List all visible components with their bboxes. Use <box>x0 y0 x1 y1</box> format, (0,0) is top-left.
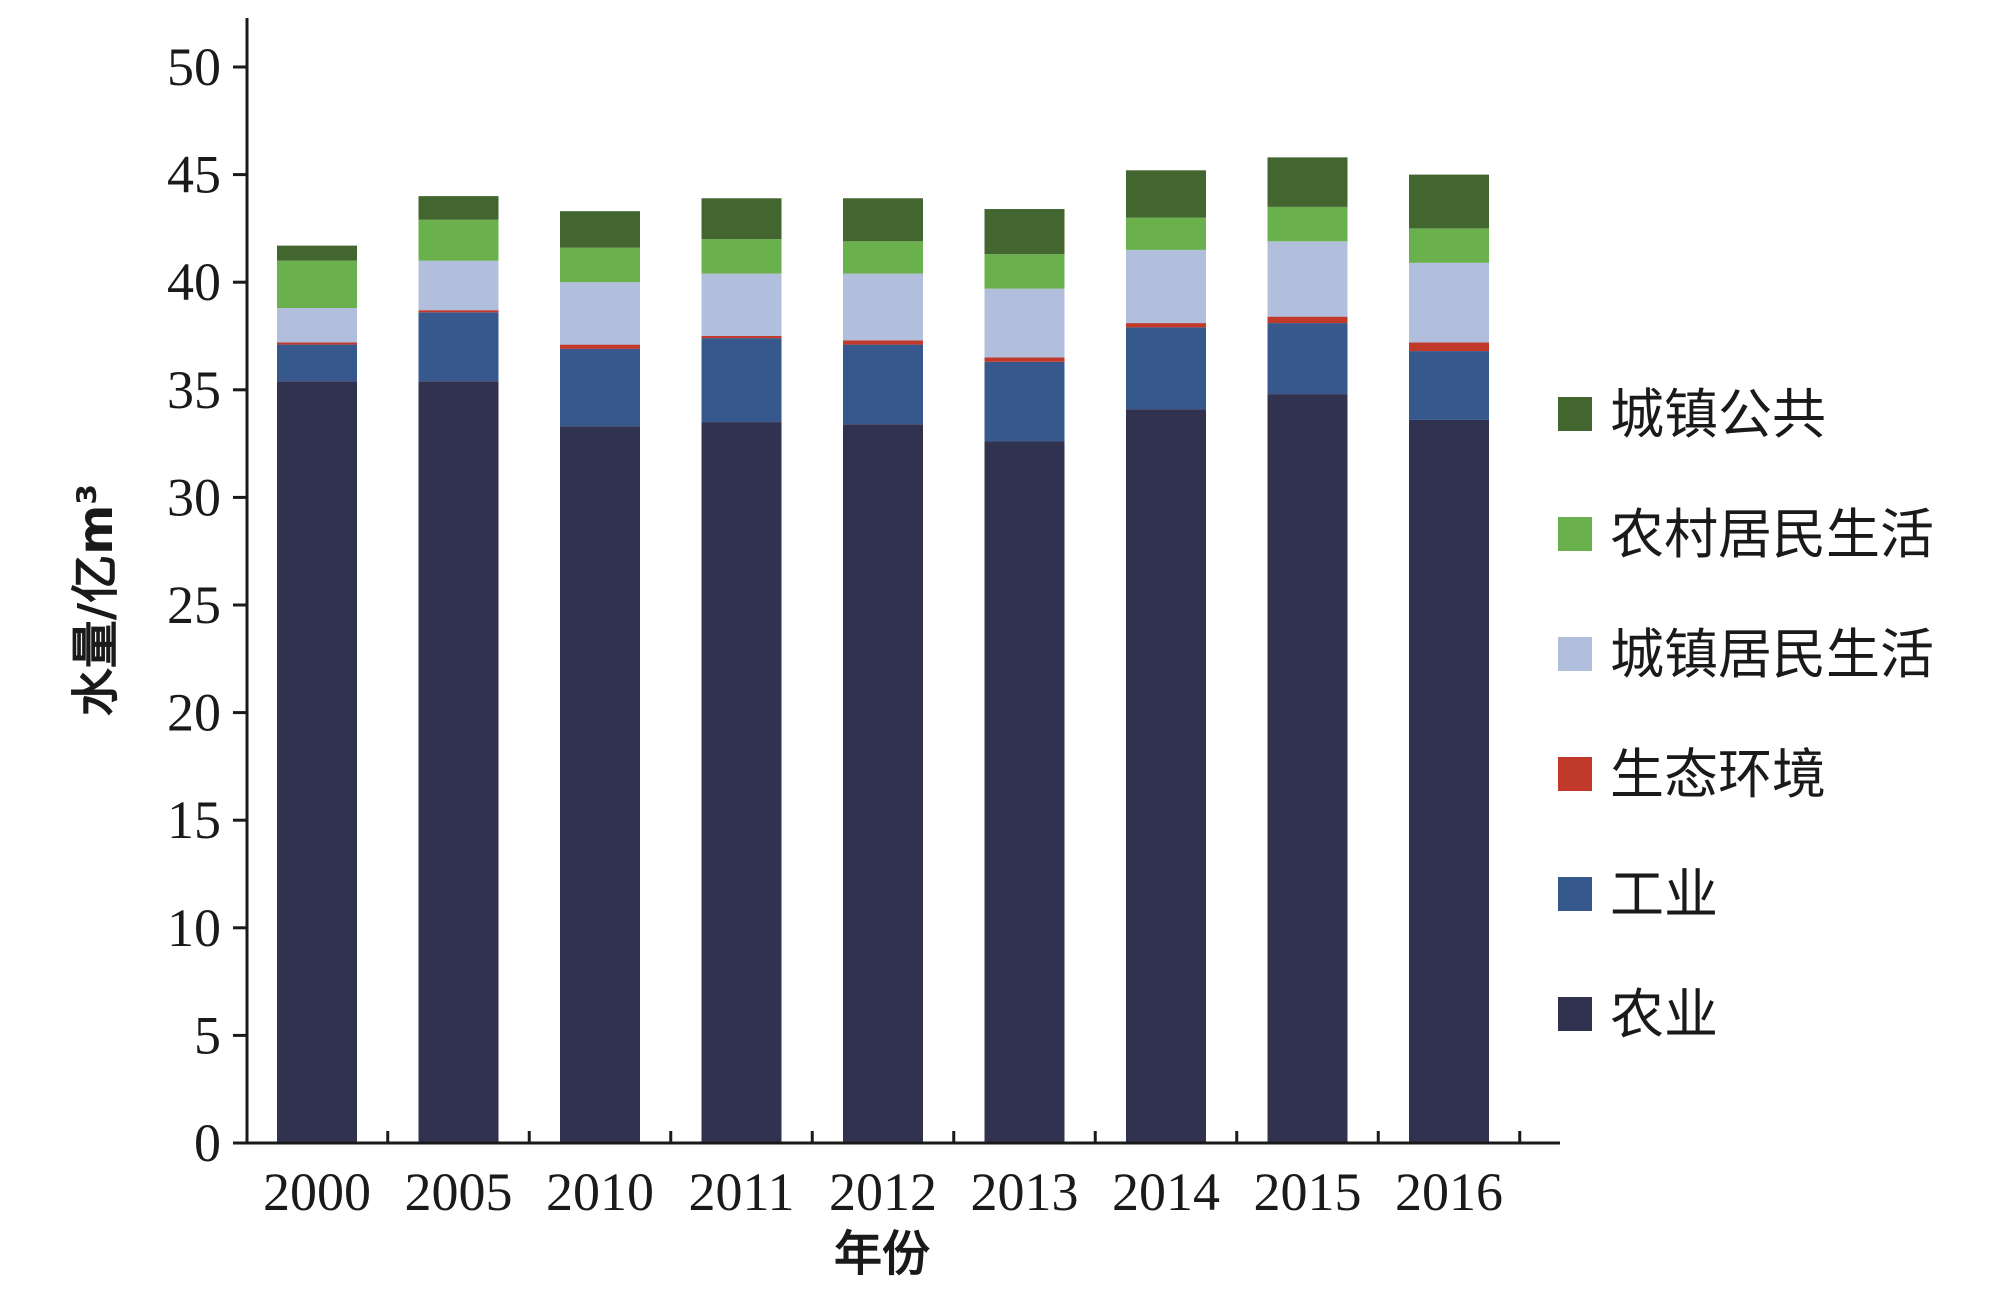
bar-segment <box>843 241 923 274</box>
bar-segment <box>1126 327 1206 410</box>
bar-segment <box>843 424 923 1143</box>
legend-label: 生态环境 <box>1610 743 1826 806</box>
bar-segment <box>418 196 499 220</box>
x-tick-label: 2015 <box>1254 1162 1362 1222</box>
bar-segment <box>1267 206 1348 242</box>
x-tick-label: 2010 <box>546 1162 654 1222</box>
bar-segment <box>277 308 357 343</box>
x-ticks-group: 2000 2005 2010 2011 2012 2013 2014 2015 2016 <box>263 1131 1522 1222</box>
bar-segment <box>418 219 499 261</box>
bar-segment <box>277 260 357 309</box>
bar-segment <box>560 211 640 248</box>
legend-label: 农业 <box>1610 983 1718 1046</box>
y-tick-label: 10 <box>167 898 221 958</box>
legend-label: 城镇居民生活 <box>1610 623 1934 686</box>
y-tick-label: 15 <box>167 790 221 850</box>
bar-segment <box>1409 342 1489 352</box>
y-tick-label: 5 <box>194 1005 221 1065</box>
bar-segment <box>1267 323 1348 395</box>
bar-segment <box>418 310 499 313</box>
y-tick-label: 0 <box>194 1113 221 1173</box>
legend-label: 农村居民生活 <box>1610 503 1934 566</box>
bar-segment <box>843 344 923 425</box>
x-tick-label: 2005 <box>405 1162 513 1222</box>
x-tick-label: 2013 <box>971 1162 1079 1222</box>
bar-segment <box>418 381 499 1143</box>
bar-segment <box>701 273 782 336</box>
bar-segment <box>1409 351 1489 420</box>
bar-segment <box>418 260 499 311</box>
bar-segment <box>1409 419 1489 1144</box>
bar-segment <box>1409 174 1489 229</box>
y-tick-label: 30 <box>167 467 221 527</box>
bar-segment <box>560 348 640 427</box>
bar-segment <box>984 441 1065 1143</box>
bar-segment <box>1126 323 1206 328</box>
bar-segment <box>843 273 923 341</box>
y-tick-label: 25 <box>167 575 221 635</box>
bar-segment <box>984 288 1065 358</box>
bar-segment <box>1126 409 1206 1144</box>
legend-swatch <box>1558 757 1592 791</box>
bar-segment <box>1126 170 1206 218</box>
legend-label: 工业 <box>1610 863 1718 926</box>
bar-segment <box>1409 228 1489 263</box>
bar-segment <box>1126 217 1206 250</box>
bar-segment <box>843 340 923 345</box>
bar-segment <box>277 245 357 261</box>
axes-group <box>245 18 1560 1145</box>
legend-label: 城镇公共 <box>1610 383 1826 446</box>
bar-segment <box>277 381 357 1143</box>
bar-segment <box>701 239 782 274</box>
bar-segment <box>277 344 357 382</box>
bar-segment <box>1126 249 1206 324</box>
y-axis-title: 水量/亿m³ <box>68 484 124 717</box>
bar-segment <box>1267 241 1348 317</box>
bar-segment <box>984 357 1065 362</box>
y-tick-label: 45 <box>167 145 221 205</box>
y-tick-label: 50 <box>167 37 221 97</box>
bar-segment <box>418 312 499 382</box>
bar-segment <box>984 254 1065 289</box>
y-ticks-group: 0 5 10 15 20 25 30 35 40 45 50 <box>167 37 247 1173</box>
x-tick-label: 2014 <box>1112 1162 1220 1222</box>
bar-segment <box>1267 316 1348 324</box>
bar-segment <box>1267 157 1348 207</box>
bar-segment <box>1409 262 1489 343</box>
x-tick-label: 2012 <box>829 1162 937 1222</box>
y-tick-label: 20 <box>167 683 221 743</box>
bar-segment <box>560 344 640 349</box>
bar-segment <box>560 282 640 345</box>
bar-segment <box>843 198 923 242</box>
legend-swatch <box>1558 997 1592 1031</box>
x-tick-label: 2000 <box>263 1162 371 1222</box>
legend-swatch <box>1558 397 1592 431</box>
bar-segment <box>701 198 782 240</box>
legend-swatch <box>1558 517 1592 551</box>
bar-segment <box>984 209 1065 255</box>
bars-group <box>277 157 1489 1144</box>
y-tick-label: 40 <box>167 252 221 312</box>
bar-segment <box>701 338 782 423</box>
bar-segment <box>1267 394 1348 1143</box>
bar-segment <box>560 247 640 283</box>
bar-segment <box>984 361 1065 442</box>
x-tick-label: 2011 <box>689 1162 795 1222</box>
x-tick-label: 2016 <box>1395 1162 1503 1222</box>
bar-segment <box>560 426 640 1143</box>
y-tick-label: 35 <box>167 360 221 420</box>
legend-swatch <box>1558 877 1592 911</box>
x-axis-title: 年份 <box>834 1226 930 1282</box>
legend-swatch <box>1558 637 1592 671</box>
bar-segment <box>701 336 782 339</box>
bar-segment <box>277 342 357 345</box>
bar-segment <box>701 422 782 1144</box>
